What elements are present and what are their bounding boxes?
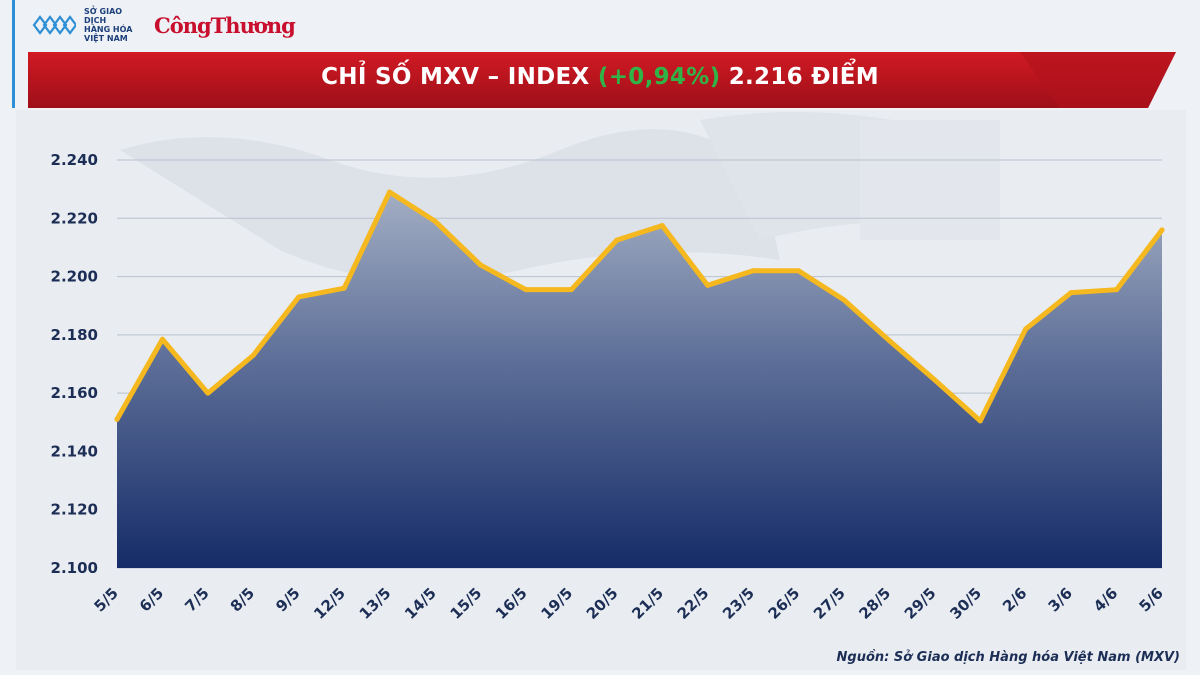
x-tick-label: 23/5 [719, 584, 758, 623]
x-tick-label: 6/5 [136, 584, 167, 615]
x-tick-label: 28/5 [855, 584, 894, 623]
data-point [705, 282, 711, 288]
chart-title: CHỈ SỐ MXV – INDEX (+0,94%) 2.216 ĐIỂM [40, 64, 1160, 90]
logo-line-2: HÀNG HÓA [84, 25, 133, 34]
x-tick-label: 30/5 [946, 584, 985, 623]
data-point [523, 287, 529, 293]
mxv-logo-text: SỞ GIAO DỊCH HÀNG HÓA VIỆT NAM [84, 7, 142, 43]
mxv-logo-icon [32, 15, 76, 35]
y-tick-label: 2.100 [51, 559, 98, 577]
data-point [796, 268, 802, 274]
data-point [614, 237, 620, 243]
y-axis: 2.100 2.120 2.140 2.160 2.180 2.200 2.220 2.240 [51, 151, 98, 577]
x-tick-label: 15/5 [447, 584, 486, 623]
x-tick-label: 8/5 [227, 584, 258, 615]
area-series [117, 192, 1162, 569]
x-tick-label: 2/6 [999, 584, 1030, 615]
data-point [1159, 227, 1165, 233]
x-tick-label: 29/5 [901, 584, 940, 623]
data-point [659, 223, 665, 229]
y-tick-label: 2.140 [51, 442, 98, 460]
data-point [205, 390, 211, 396]
series-line [114, 189, 1165, 424]
x-tick-label: 9/5 [272, 584, 303, 615]
data-point [477, 262, 483, 268]
x-tick-label: 20/5 [583, 584, 622, 623]
x-tick-label: 12/5 [310, 584, 349, 623]
x-tick-label: 13/5 [356, 584, 395, 623]
data-point [159, 336, 165, 342]
x-tick-label: 3/6 [1045, 584, 1076, 615]
y-tick-label: 2.200 [51, 268, 98, 286]
data-point [432, 218, 438, 224]
data-point [114, 416, 120, 422]
logo-line-3: VIỆT NAM [84, 34, 128, 43]
data-point [841, 297, 847, 303]
x-tick-label: 5/5 [90, 584, 121, 615]
area-fill [117, 192, 1162, 569]
x-tick-label: 5/6 [1135, 584, 1166, 615]
x-tick-label: 7/5 [181, 584, 212, 615]
x-tick-label: 21/5 [628, 584, 667, 623]
data-point [886, 338, 892, 344]
data-point [341, 285, 347, 291]
x-tick-label: 27/5 [810, 584, 849, 623]
congthuong-logo: CôngThương [154, 12, 296, 38]
data-point [977, 418, 983, 424]
data-point [250, 352, 256, 358]
title-change: (+0,94%) [597, 64, 721, 90]
y-tick-label: 2.180 [51, 326, 98, 344]
x-tick-label: 14/5 [401, 584, 440, 623]
title-prefix: CHỈ SỐ MXV – INDEX [321, 64, 598, 90]
data-point [1023, 326, 1029, 332]
x-tick-label: 16/5 [492, 584, 531, 623]
x-axis: 5/5 6/5 7/5 8/5 9/5 12/5 13/5 14/5 15/5 16/5 19/5 2… [90, 584, 1166, 623]
data-point [387, 189, 393, 195]
logo-line-1: SỞ GIAO DỊCH [84, 7, 123, 25]
accent-bar [12, 0, 15, 108]
data-point [1114, 287, 1120, 293]
y-tick-label: 2.120 [51, 501, 98, 519]
header-logo: SỞ GIAO DỊCH HÀNG HÓA VIỆT NAM CôngThươn… [30, 7, 296, 43]
y-tick-label: 2.160 [51, 384, 98, 402]
data-point [568, 287, 574, 293]
title-suffix: 2.216 ĐIỂM [720, 64, 879, 90]
data-point [1068, 290, 1074, 296]
x-tick-label: 4/6 [1090, 584, 1121, 615]
x-tick-label: 22/5 [674, 584, 713, 623]
y-tick-label: 2.220 [51, 209, 98, 227]
x-tick-label: 26/5 [765, 584, 804, 623]
data-point [932, 377, 938, 383]
source-note: Nguồn: Sở Giao dịch Hàng hóa Việt Nam (M… [836, 650, 1180, 665]
y-tick-label: 2.240 [51, 151, 98, 169]
data-point [750, 268, 756, 274]
x-tick-label: 19/5 [537, 584, 576, 623]
data-point [296, 294, 302, 300]
line-series [114, 189, 1165, 424]
